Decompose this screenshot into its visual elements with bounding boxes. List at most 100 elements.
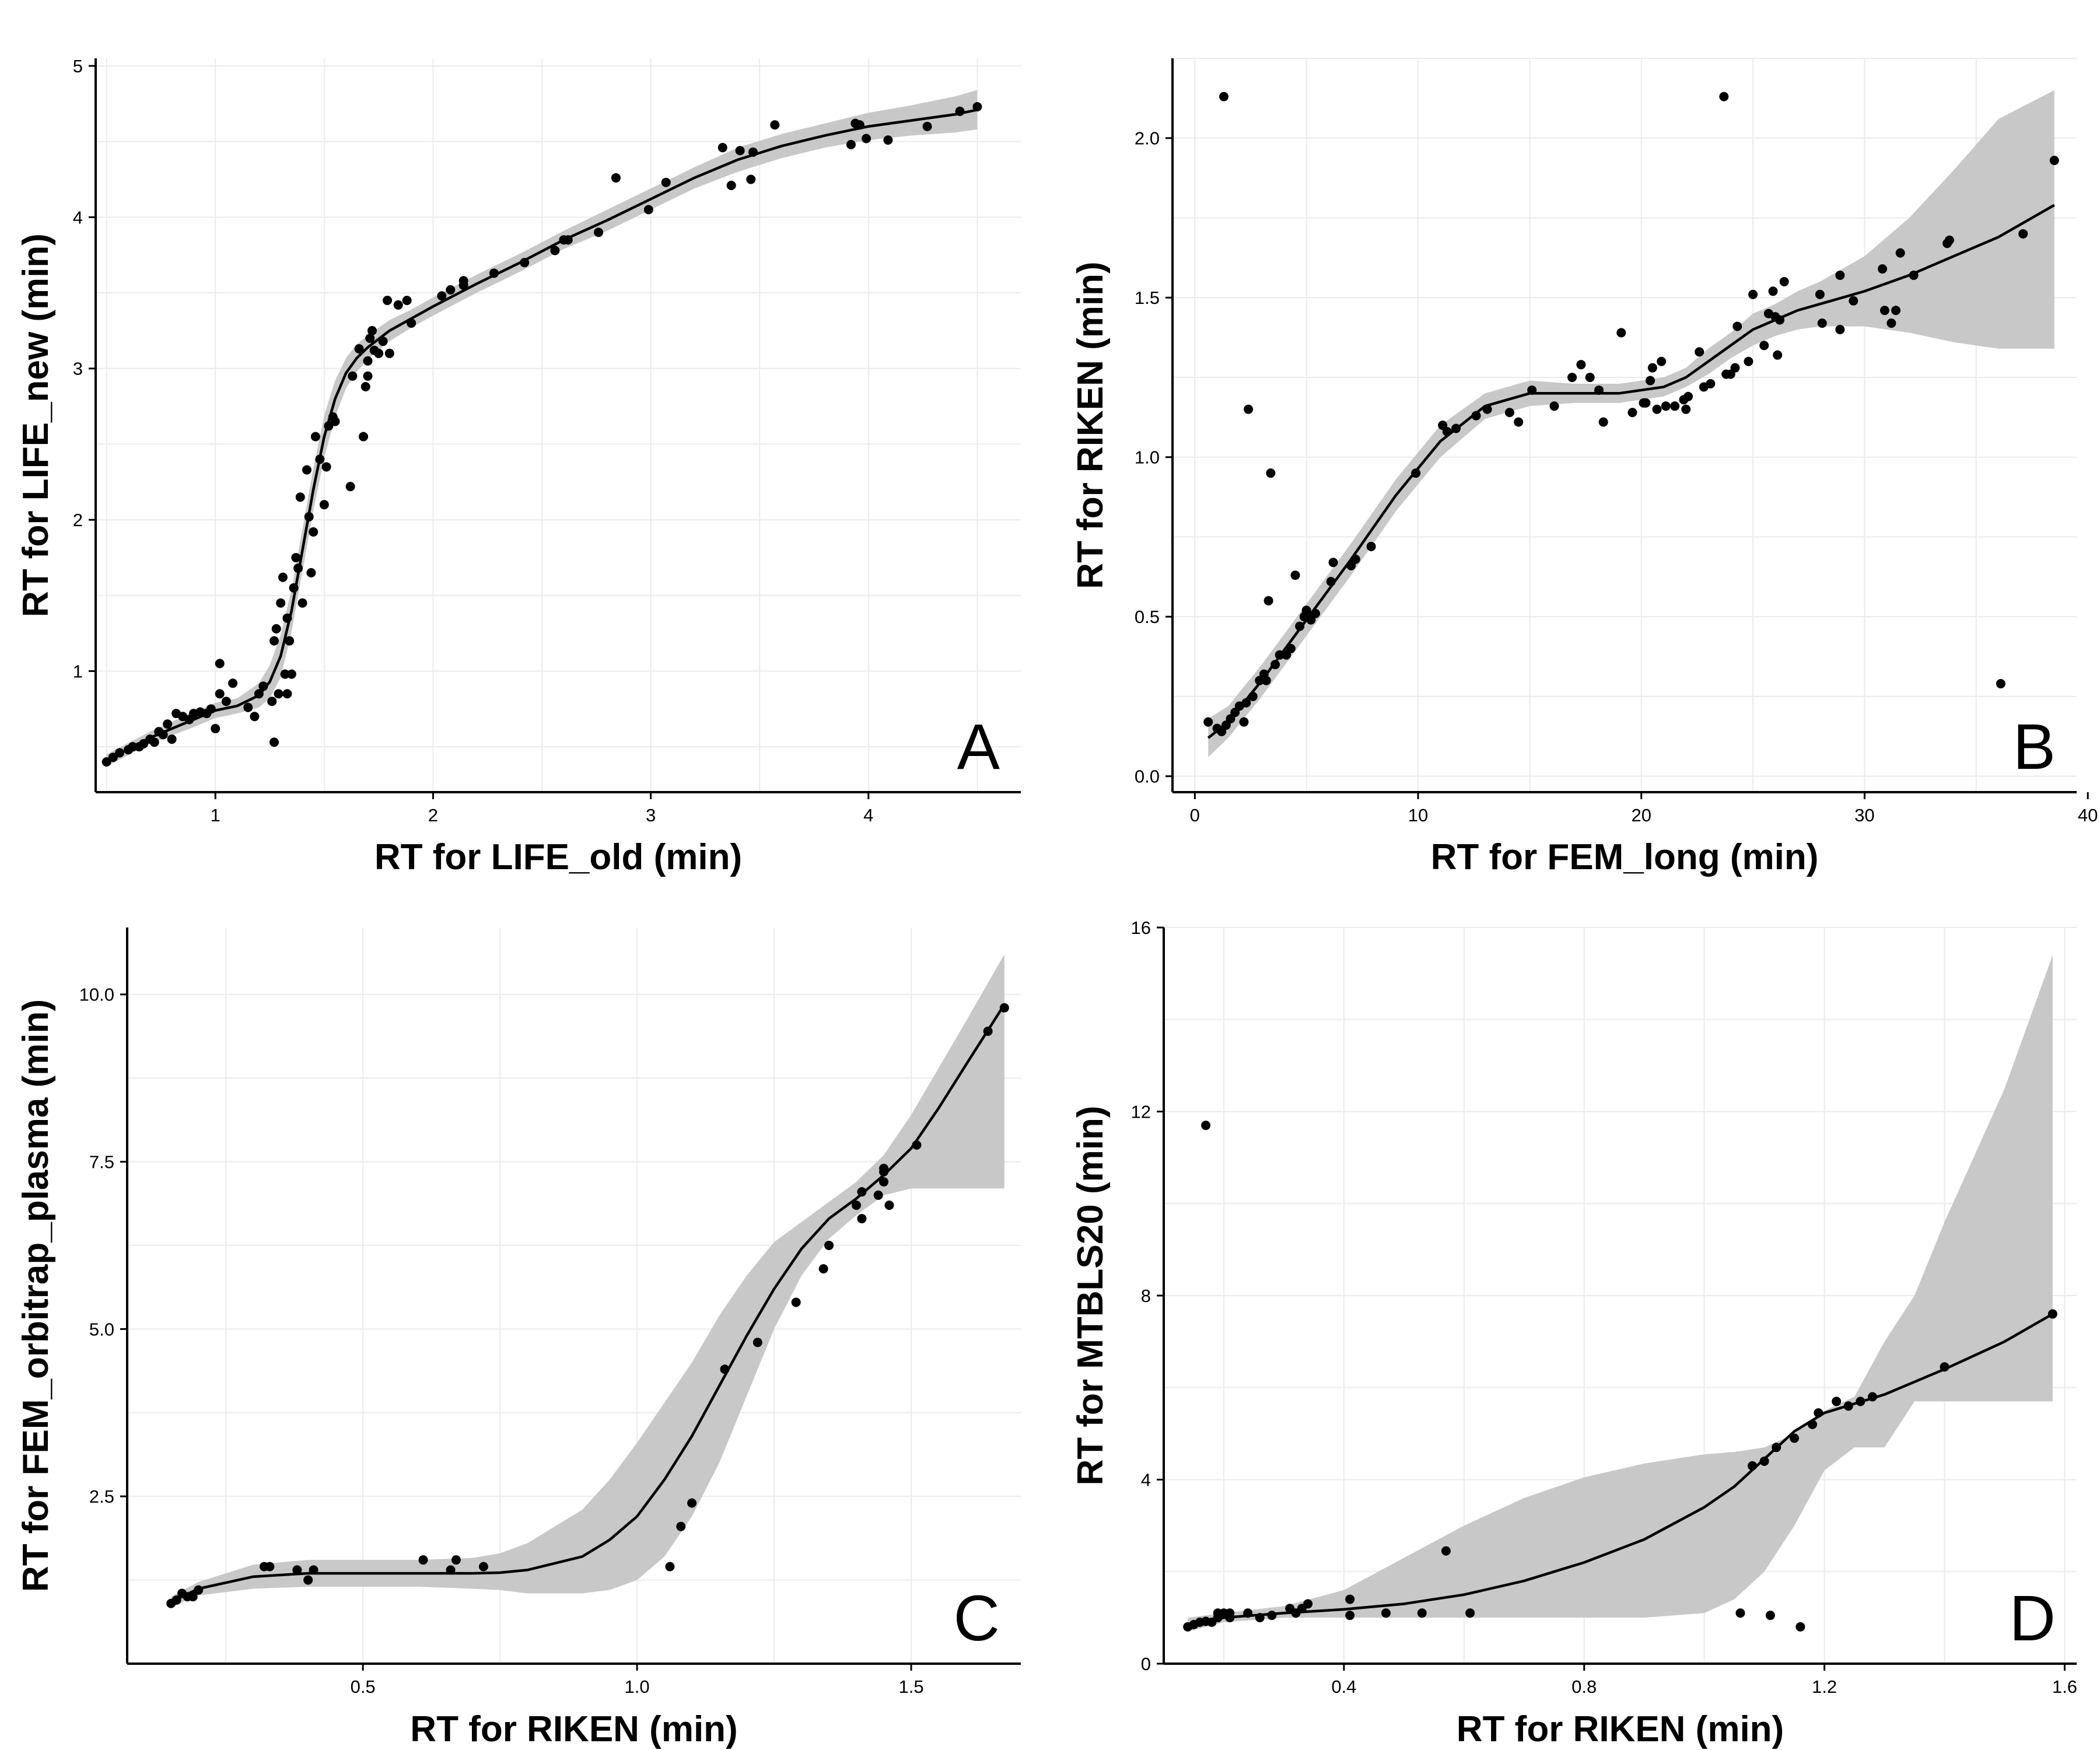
panel-c-data-point (687, 1498, 697, 1508)
panel-a-data-point (550, 246, 560, 256)
panel-a-data-point (282, 613, 292, 623)
panel-c-data-point (912, 1140, 922, 1150)
panel-a-data-point (274, 689, 284, 699)
panel-a-data-point (158, 730, 168, 740)
panel-b-data-point (1549, 401, 1559, 411)
panel-b-data-point (1328, 558, 1338, 568)
panel-b-data-point (1350, 554, 1360, 564)
panel-c-data-point (194, 1585, 204, 1595)
panel-b-data-point (1451, 424, 1461, 433)
panel-a-points (102, 102, 982, 767)
panel-d-y-tick-label: 16 (1131, 918, 1151, 938)
panel-a-data-point (489, 268, 499, 278)
panel-d-data-point (1345, 1611, 1355, 1620)
panel-d-y-tick-label: 0 (1141, 1654, 1151, 1674)
panel-b-data-point (1585, 372, 1595, 382)
panel-b-data-point (1719, 92, 1729, 102)
panel-a-data-point (746, 174, 756, 184)
panel-b-data-point (1326, 577, 1336, 587)
panel-a-data-point (167, 734, 177, 744)
panel-a-data-point (883, 135, 893, 145)
panel-a-data-point (228, 678, 238, 688)
panel-c-data-point (857, 1187, 867, 1197)
panel-a-data-point (282, 689, 292, 699)
panel-d-data-point (1303, 1599, 1313, 1609)
panel-b-y-tick-label: 1.0 (1135, 447, 1160, 468)
panel-a-data-point (520, 258, 530, 268)
panel-d-y-axis-title: RT for MTBLS20 (min) (1070, 1106, 1111, 1486)
panel-d-data-point (1201, 1121, 1211, 1130)
panel-a-data-point (383, 296, 393, 306)
panel-a-data-point (215, 659, 225, 668)
panel-a-data-point (321, 462, 331, 472)
panel-a-data-point (271, 624, 281, 634)
panel-a-data-point (643, 205, 653, 215)
panel-b-data-point (1482, 404, 1492, 414)
panel-a-y-axis-title: RT for LIFE_new (min) (16, 233, 56, 617)
panel-b-data-point (1270, 660, 1280, 670)
panel-d-data-point (1441, 1546, 1451, 1556)
panel-a-y-tick-label: 2 (73, 510, 83, 530)
panel-b-data-point (1835, 324, 1845, 334)
panel-b-data-point (1203, 717, 1213, 727)
panel-b-data-point (1684, 391, 1693, 401)
panel-a-data-point (661, 177, 671, 187)
panel-a-data-point (163, 719, 173, 729)
panel-b-data-point (1835, 270, 1845, 280)
panel-a-data-point (922, 121, 932, 131)
panel-a-y-tick-label: 1 (73, 661, 83, 681)
panel-b-data-point (1310, 608, 1320, 618)
panel-b-grid (1172, 58, 2077, 792)
panel-a-data-point (563, 235, 573, 245)
panel-a-data-point (846, 139, 856, 149)
panel-c-data-point (172, 1595, 181, 1605)
panel-b-data-point (1768, 286, 1778, 296)
panel-c-data-point (451, 1555, 461, 1565)
panel-b-data-point (1706, 379, 1716, 388)
panel-b-x-tick-label: 0 (1190, 805, 1200, 825)
panel-c-data-point (818, 1264, 828, 1274)
panel-c: 0.5 1.0 1.5 2.5 5.0 7.5 10.0 RT for RIKEN (min)… (16, 928, 1021, 1749)
panel-a-data-point (374, 348, 384, 358)
panel-b-data-point (1514, 417, 1524, 427)
panel-c-letter: C (954, 1583, 1000, 1654)
panel-a-data-point (972, 102, 982, 112)
panel-a-data-point (437, 291, 447, 301)
panel-d-data-point (1225, 1608, 1235, 1618)
panel-a-data-point (215, 689, 225, 699)
panel-b-data-point (1779, 276, 1789, 286)
panel-b-data-point (1748, 289, 1758, 299)
panel-b-data-point (2049, 156, 2059, 166)
panel-a-data-point (446, 285, 456, 295)
panel-b-data-point (1909, 270, 1919, 280)
panel-a-data-point (115, 748, 125, 758)
panel-d-x-tick-label: 1.2 (1812, 1676, 1837, 1697)
panel-d-data-point (1267, 1611, 1277, 1620)
panel-b-data-point (1657, 356, 1667, 366)
panel-a-data-point (363, 356, 373, 366)
panel-b-data-point (1471, 411, 1481, 421)
panel-b-data-point (1286, 643, 1296, 653)
panel-b-data-point (1681, 404, 1691, 414)
panel-a-data-point (367, 326, 377, 335)
panel-c-data-point (857, 1214, 867, 1224)
panel-c-data-point (791, 1297, 801, 1307)
panel-b-data-point (2018, 229, 2028, 239)
panel-a-data-point (718, 143, 727, 153)
panel-a-data-point (278, 572, 288, 582)
panel-c-data-point (983, 1026, 993, 1036)
panel-b-data-point (1732, 321, 1742, 331)
panel-a-data-point (149, 737, 159, 747)
panel-d-data-point (1940, 1362, 1950, 1372)
panel-b-x-tick-label: 20 (1631, 805, 1651, 825)
panel-b-data-point (1261, 676, 1271, 685)
panel-b-data-point (1442, 426, 1452, 436)
panel-d-fit-line (1187, 1312, 2053, 1626)
panel-b-data-point (1880, 306, 1889, 316)
panel-a-data-point (285, 636, 295, 646)
panel-b-y-tick-label: 2.0 (1135, 128, 1160, 149)
panel-b-y-tick-label: 1.5 (1135, 288, 1160, 308)
panel-a-data-point (735, 146, 745, 156)
panel-d-data-point (1255, 1613, 1265, 1623)
panel-b-data-point (1301, 606, 1311, 615)
